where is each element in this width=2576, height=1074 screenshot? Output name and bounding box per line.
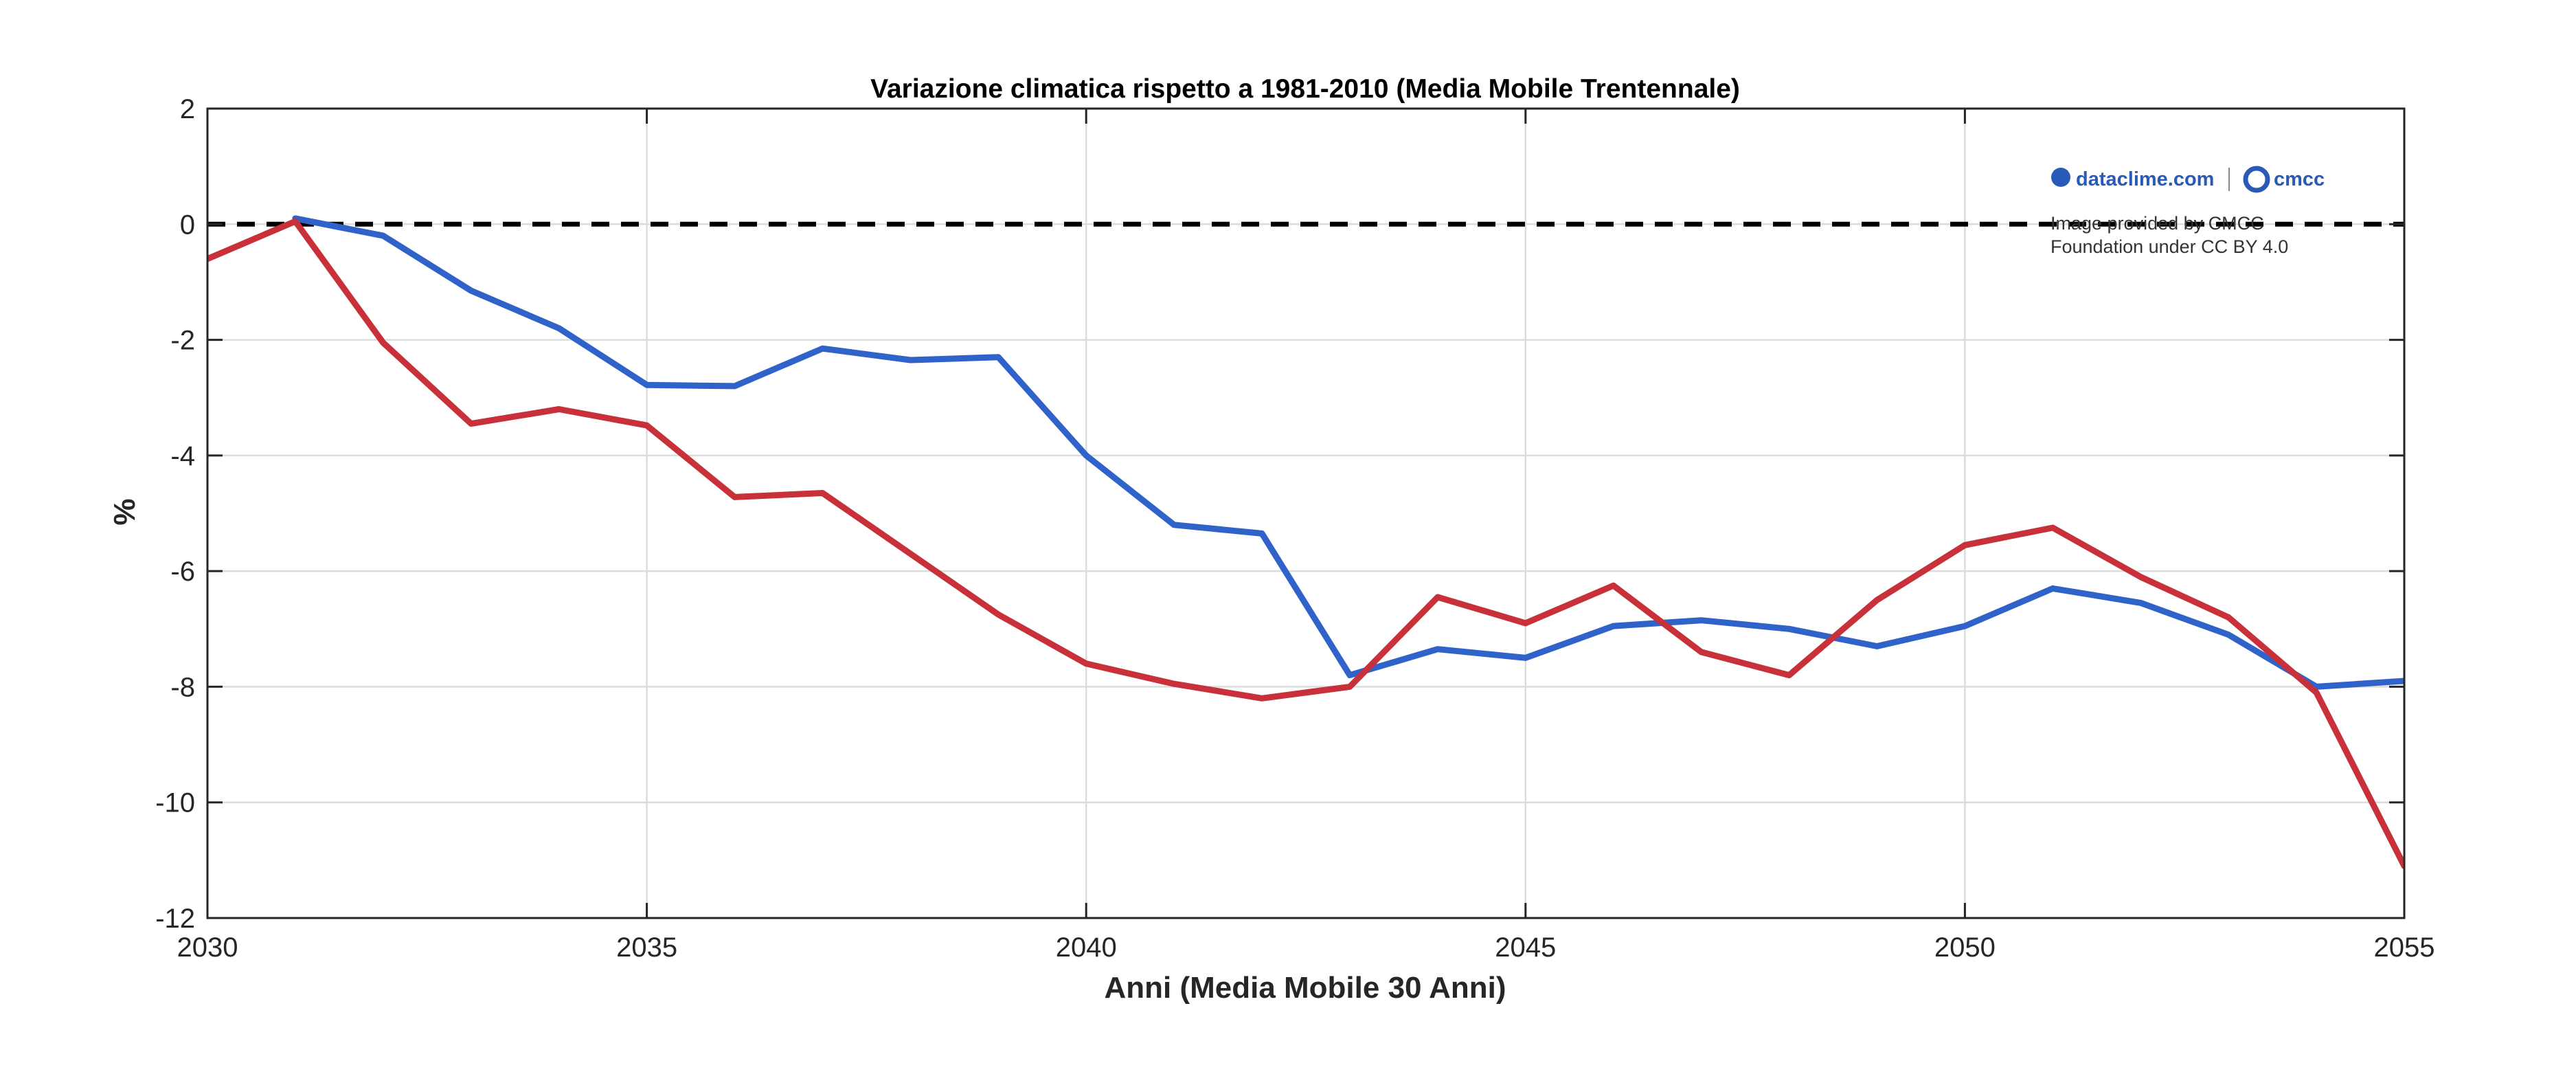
dataclime-logo-icon	[2051, 168, 2070, 187]
y-tick-label: -10	[155, 788, 195, 818]
series-line-1	[292, 215, 2404, 690]
y-tick-label: -8	[170, 672, 195, 702]
y-tick-label: 2	[180, 94, 195, 124]
ticks	[206, 107, 2406, 919]
plot-frame	[206, 107, 2406, 919]
watermark: dataclime.com cmcc Image provided by CMC…	[2050, 166, 2325, 257]
y-tick-label: 0	[180, 210, 195, 240]
y-axis-label: %	[108, 498, 142, 525]
cmcc-logo-icon	[2243, 166, 2270, 193]
watermark-brand-dataclime: dataclime.com	[2076, 168, 2214, 190]
watermark-brand-cmcc: cmcc	[2274, 168, 2325, 190]
x-tick-label: 2055	[2374, 932, 2435, 963]
x-tick-label: 2030	[177, 932, 238, 963]
watermark-line-1: Image provided by CMCC	[2050, 213, 2264, 234]
y-tick-label: -4	[170, 441, 195, 471]
y-tick-label: -6	[170, 557, 195, 587]
y-tick-label: -12	[155, 904, 195, 934]
watermark-line-2: Foundation under CC BY 4.0	[2050, 236, 2288, 257]
series-layer	[207, 215, 2404, 869]
tick-labels: 2030 2035 2040 2045 2050 2055 2 0 -2 -4 -6 -8 -10 -12	[155, 94, 2434, 963]
x-tick-label: 2045	[1495, 932, 1556, 963]
x-tick-label: 2035	[616, 932, 677, 963]
chart-title: Variazione climatica rispetto a 1981-201…	[870, 74, 1740, 104]
series-line-2	[207, 218, 2404, 869]
x-tick-label: 2050	[1934, 932, 1996, 963]
y-tick-label: -2	[170, 326, 195, 356]
x-axis-label: Anni (Media Mobile 30 Anni)	[1104, 971, 1506, 1005]
x-tick-label: 2040	[1056, 932, 1117, 963]
